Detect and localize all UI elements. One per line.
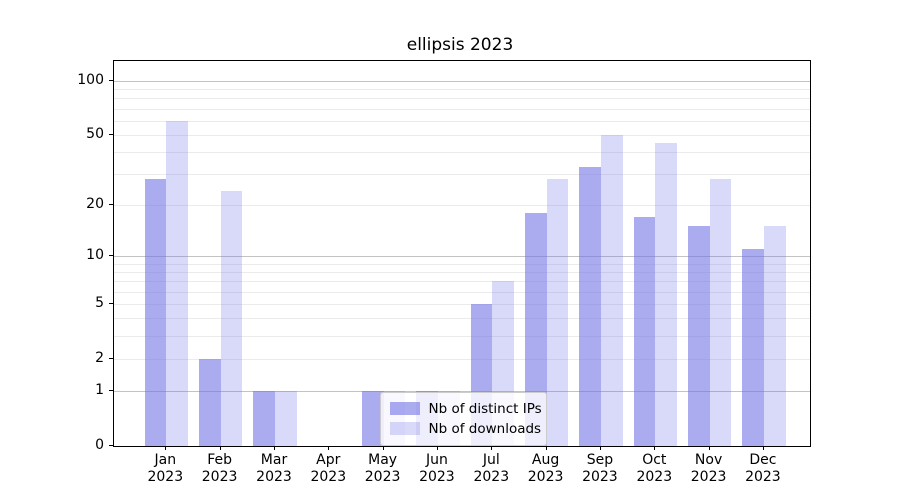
bar-downloads-aug [546, 179, 569, 446]
x-tick-label-aug: Aug 2023 [527, 452, 564, 485]
gridline-20 [113, 204, 810, 206]
gridline-2 [113, 358, 810, 360]
y-tick-mark-100 [108, 79, 113, 81]
x-tick-label-nov: Nov 2023 [690, 452, 727, 485]
bar-distinct-ips-jan [144, 179, 167, 446]
bar-downloads-oct [655, 142, 677, 446]
x-tick-label-feb: Feb 2023 [201, 452, 238, 485]
x-tick-mark-dec [762, 445, 764, 450]
x-tick-mark-sep [599, 445, 601, 450]
gridline-60 [113, 120, 810, 122]
y-tick-mark-50 [108, 133, 113, 135]
y-tick-mark-1 [108, 389, 113, 391]
x-tick-label-oct: Oct 2023 [636, 452, 673, 485]
x-tick-mark-feb [219, 445, 221, 450]
bar-distinct-ips-oct [633, 217, 656, 446]
bar-downloads-nov [709, 179, 732, 446]
x-tick-mark-nov [708, 445, 710, 450]
x-tick-label-jun: Jun 2023 [419, 452, 455, 485]
y-tick-label-1: 1 [95, 381, 104, 398]
x-tick-label-jul: Jul 2023 [473, 452, 510, 485]
chart-title: ellipsis 2023 [406, 35, 514, 55]
x-tick-mark-jun [436, 445, 438, 450]
y-tick-label-0: 0 [95, 436, 104, 453]
gridline-8 [113, 271, 810, 273]
bar-distinct-ips-mar [253, 390, 275, 446]
x-tick-mark-jan [165, 445, 167, 450]
bar-downloads-jan [166, 120, 188, 446]
y-tick-label-20: 20 [86, 195, 104, 212]
y-tick-label-5: 5 [95, 294, 104, 311]
bar-downloads-dec [763, 226, 786, 446]
gridline-70 [113, 108, 810, 110]
gridline-1 [113, 390, 810, 392]
legend-label-downloads: Nb of downloads [428, 420, 542, 437]
y-tick-mark-0 [108, 444, 113, 446]
y-tick-label-50: 50 [86, 125, 104, 142]
plot-area: Nb of distinct IPs Nb of downloads [112, 59, 811, 447]
bar-downloads-feb [220, 191, 243, 446]
x-tick-mark-aug [545, 445, 547, 450]
y-tick-mark-2 [108, 357, 113, 359]
bar-downloads-sep [600, 134, 623, 446]
x-tick-mark-mar [274, 445, 275, 450]
legend-row-distinct-ips: Nb of distinct IPs [389, 399, 542, 419]
gridline-100 [113, 80, 810, 82]
gridline-80 [113, 98, 810, 100]
y-tick-mark-5 [108, 302, 113, 304]
legend-row-downloads: Nb of downloads [389, 419, 541, 439]
x-tick-mark-jul [491, 445, 493, 450]
gridline-5 [113, 303, 810, 305]
legend: Nb of distinct IPs Nb of downloads [379, 391, 547, 446]
gridline-30 [113, 174, 810, 176]
bar-distinct-ips-dec [742, 249, 764, 446]
legend-swatch-downloads [389, 422, 420, 435]
x-tick-mark-apr [328, 445, 330, 450]
x-tick-label-jan: Jan 2023 [147, 452, 184, 485]
gridline-50 [113, 134, 810, 136]
y-tick-label-100: 100 [77, 71, 104, 88]
bar-distinct-ips-nov [687, 226, 710, 446]
legend-label-distinct-ips: Nb of distinct IPs [428, 400, 542, 417]
gridline-10 [113, 256, 810, 257]
y-tick-mark-20 [108, 203, 113, 205]
gridline-6 [113, 291, 810, 293]
bar-distinct-ips-sep [579, 166, 601, 446]
gridline-9 [113, 263, 810, 265]
legend-swatch-distinct-ips [389, 402, 420, 415]
bar-distinct-ips-aug [524, 212, 547, 446]
x-tick-label-sep: Sep 2023 [582, 452, 618, 485]
x-tick-label-may: May 2023 [364, 452, 401, 485]
gridline-4 [113, 318, 810, 320]
gridline-40 [113, 152, 810, 153]
gridline-7 [113, 281, 810, 283]
gridline-90 [113, 89, 810, 90]
x-tick-mark-oct [654, 445, 656, 450]
x-tick-label-dec: Dec 2023 [745, 452, 781, 485]
y-tick-mark-10 [108, 255, 113, 256]
x-tick-mark-may [382, 445, 384, 450]
bar-distinct-ips-feb [198, 358, 221, 446]
x-tick-label-mar: Mar 2023 [256, 452, 292, 485]
gridline-3 [113, 335, 810, 337]
y-tick-label-10: 10 [86, 247, 104, 263]
y-tick-label-2: 2 [95, 349, 104, 366]
x-tick-label-apr: Apr 2023 [310, 452, 347, 485]
bar-distinct-ips-may [361, 390, 384, 446]
bar-downloads-mar [275, 390, 297, 446]
